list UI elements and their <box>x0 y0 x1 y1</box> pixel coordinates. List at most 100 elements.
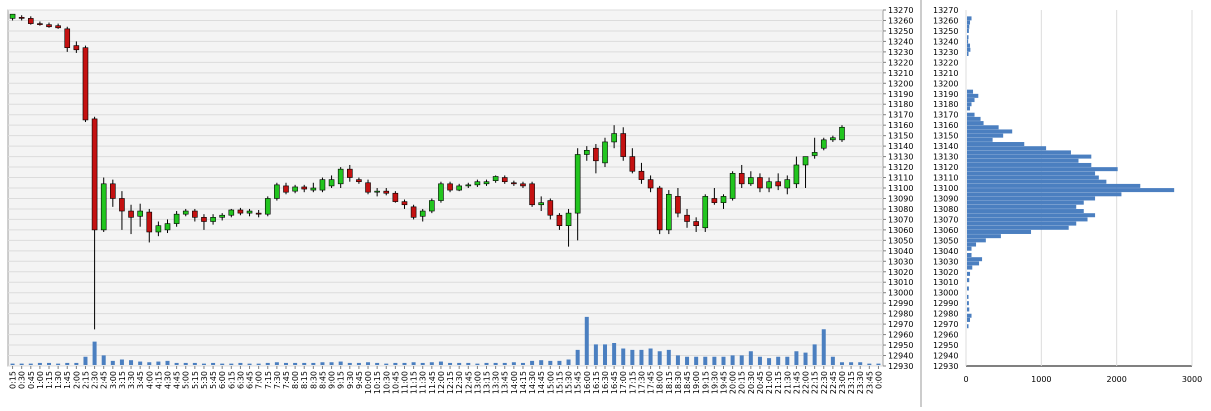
time-tick-label: 0:00 <box>874 371 883 389</box>
volume-bar <box>56 363 61 365</box>
price-tick-label: 13260 <box>888 16 913 25</box>
profile-bar <box>967 98 975 103</box>
profile-price-tick-label: 13230 <box>933 48 958 57</box>
candle-body <box>237 209 244 214</box>
time-tick-label: 15:15 <box>555 371 564 394</box>
volume-bar <box>375 362 380 365</box>
profile-price-tick-label: 12930 <box>933 362 958 371</box>
volume-bar <box>830 356 835 365</box>
candle-body <box>410 206 417 218</box>
candle-body <box>547 200 554 216</box>
profile-bar <box>967 324 969 329</box>
profile-volume-tick-label: 0 <box>963 375 968 384</box>
time-tick-label: 17:15 <box>628 371 637 394</box>
candle-body <box>201 217 207 222</box>
candle-body <box>501 177 508 183</box>
time-tick-label: 15:00 <box>546 371 555 394</box>
profile-price-tick-label: 13110 <box>933 174 958 183</box>
price-tick-label: 13040 <box>888 247 913 256</box>
candle-body <box>91 118 98 231</box>
candle-body <box>228 209 235 216</box>
price-tick-label: 13240 <box>888 37 913 46</box>
profile-bar <box>967 229 1032 234</box>
volume-bar <box>675 355 680 365</box>
candle-body <box>73 45 80 51</box>
profile-price-tick-label: 13080 <box>933 205 958 214</box>
time-tick-label: 7:30 <box>273 371 282 389</box>
profile-price-tick-label: 12980 <box>933 310 958 319</box>
volume-bar <box>256 363 261 365</box>
candle-body <box>529 183 535 206</box>
time-tick-label: 20:30 <box>747 371 756 394</box>
time-tick-label: 1:30 <box>54 371 63 389</box>
volume-bar <box>502 362 507 365</box>
profile-bar <box>967 121 984 126</box>
volume-bar <box>347 362 352 365</box>
profile-bar <box>967 129 1013 134</box>
volume-bar <box>201 363 206 365</box>
volume-bar <box>420 362 425 365</box>
candle-body <box>556 214 563 226</box>
time-tick-label: 17:00 <box>619 371 628 394</box>
time-tick-label: 7:00 <box>255 371 264 389</box>
profile-bar <box>967 278 970 283</box>
time-tick-label: 23:15 <box>847 371 856 394</box>
candle-body <box>401 201 408 206</box>
volume-bar <box>630 349 635 365</box>
profile-bar <box>967 89 974 94</box>
volume-bar <box>28 363 33 365</box>
profile-bar <box>967 142 1025 147</box>
volume-bar <box>721 356 726 365</box>
candle-body <box>319 179 326 191</box>
time-tick-label: 6:15 <box>227 371 236 389</box>
price-tick-label: 13160 <box>888 121 913 130</box>
price-tick-label: 13140 <box>888 142 913 151</box>
price-tick-label: 12930 <box>888 362 913 371</box>
profile-price-tick-label: 13200 <box>933 79 958 88</box>
time-tick-label: 19:30 <box>710 371 719 394</box>
candle-body <box>748 177 754 185</box>
time-tick-label: 3:30 <box>127 371 136 389</box>
time-tick-label: 15:45 <box>574 371 583 394</box>
profile-bar <box>967 43 971 48</box>
candle-body <box>483 181 490 185</box>
time-tick-label: 12:30 <box>455 371 464 394</box>
volume-bar <box>448 362 453 365</box>
candle-body <box>173 213 180 224</box>
candle-body <box>511 182 517 185</box>
volume-bar <box>402 362 407 365</box>
profile-bar <box>967 238 986 243</box>
time-tick-label: 22:00 <box>802 371 811 394</box>
profile-volume-tick-label: 3000 <box>1182 375 1202 384</box>
time-tick-label: 4:30 <box>164 371 173 389</box>
time-tick-label: 2:15 <box>81 371 90 389</box>
volume-bar <box>338 361 343 365</box>
time-tick-label: 22:30 <box>820 371 829 394</box>
profile-bar <box>967 102 972 107</box>
volume-bar <box>493 362 498 365</box>
profile-price-tick-label: 13170 <box>933 111 958 120</box>
volume-bar <box>557 360 562 365</box>
profile-bar <box>967 307 970 312</box>
candle-body <box>720 196 727 203</box>
profile-bar <box>967 200 1084 205</box>
candle-body <box>155 225 162 233</box>
volume-bar <box>520 362 525 365</box>
profile-bar <box>967 196 1096 201</box>
candle-body <box>629 156 636 172</box>
candle-body <box>246 210 253 214</box>
volume-bar <box>484 362 489 365</box>
time-tick-label: 21:30 <box>783 371 792 394</box>
price-gridlines <box>8 9 883 367</box>
volume-bar <box>812 344 817 365</box>
profile-price-tick-label: 13000 <box>933 289 958 298</box>
profile-price-tick-label: 13160 <box>933 121 958 130</box>
profile-bar <box>967 183 1141 188</box>
profile-price-tick-label: 13240 <box>933 37 958 46</box>
volume-bar <box>639 349 644 365</box>
volume-bar <box>739 355 744 365</box>
profile-price-tick-label: 13130 <box>933 153 958 162</box>
time-tick-label: 8:15 <box>300 371 309 389</box>
